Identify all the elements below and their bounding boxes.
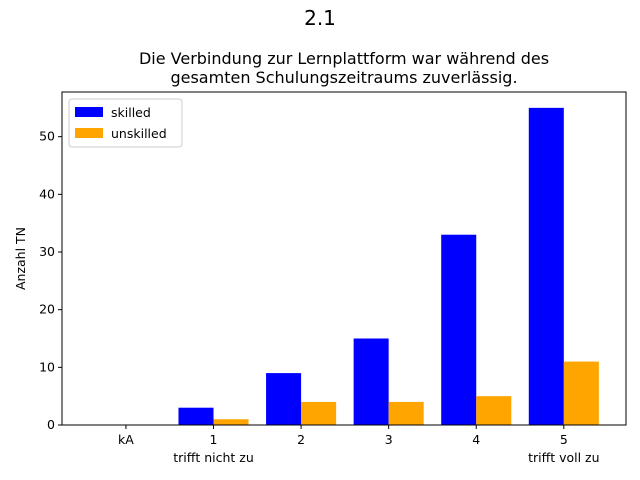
bar-unskilled-3 — [388, 401, 424, 425]
x-tick-label-3: 3 — [385, 432, 393, 447]
y-tick-label-40: 40 — [39, 186, 55, 201]
x-tick-label-1: 1 — [210, 432, 218, 447]
bar-unskilled-2 — [301, 401, 337, 425]
bar-unskilled-1 — [213, 419, 249, 425]
legend-label-skilled: skilled — [111, 105, 151, 120]
x-tick-sublabel-5: trifft voll zu — [528, 450, 599, 465]
legend-label-unskilled: unskilled — [111, 126, 167, 141]
y-tick-label-50: 50 — [39, 129, 55, 144]
bar-skilled-2 — [266, 373, 302, 425]
x-tick-label-2: 2 — [297, 432, 305, 447]
y-tick-label-30: 30 — [39, 244, 55, 259]
bar-skilled-5 — [528, 107, 564, 425]
x-tick-label-5: 5 — [560, 432, 568, 447]
chart-title-line-2: gesamten Schulungszeitraums zuverlässig. — [170, 68, 518, 87]
bar-skilled-4 — [441, 234, 477, 425]
y-tick-label-0: 0 — [47, 417, 55, 432]
chart-title-line-1: Die Verbindung zur Lernplattform war wäh… — [138, 49, 550, 68]
figure-suptitle: 2.1 — [304, 6, 336, 30]
x-tick-sublabel-1: trifft nicht zu — [173, 450, 254, 465]
bar-skilled-1 — [178, 407, 214, 425]
bar-skilled-3 — [353, 338, 389, 425]
legend-swatch-skilled — [75, 107, 103, 117]
x-tick-label-4: 4 — [472, 432, 480, 447]
chart-title: Die Verbindung zur Lernplattform war wäh… — [62, 49, 626, 87]
bar-unskilled-5 — [563, 361, 599, 425]
legend-swatch-unskilled — [75, 128, 103, 138]
bar-unskilled-4 — [476, 396, 512, 425]
y-axis-label: Anzahl TN — [13, 227, 28, 290]
x-tick-label-kA: kA — [118, 432, 134, 447]
y-tick-label-20: 20 — [39, 302, 55, 317]
plot-frame — [61, 91, 627, 426]
y-tick-label-10: 10 — [39, 359, 55, 374]
